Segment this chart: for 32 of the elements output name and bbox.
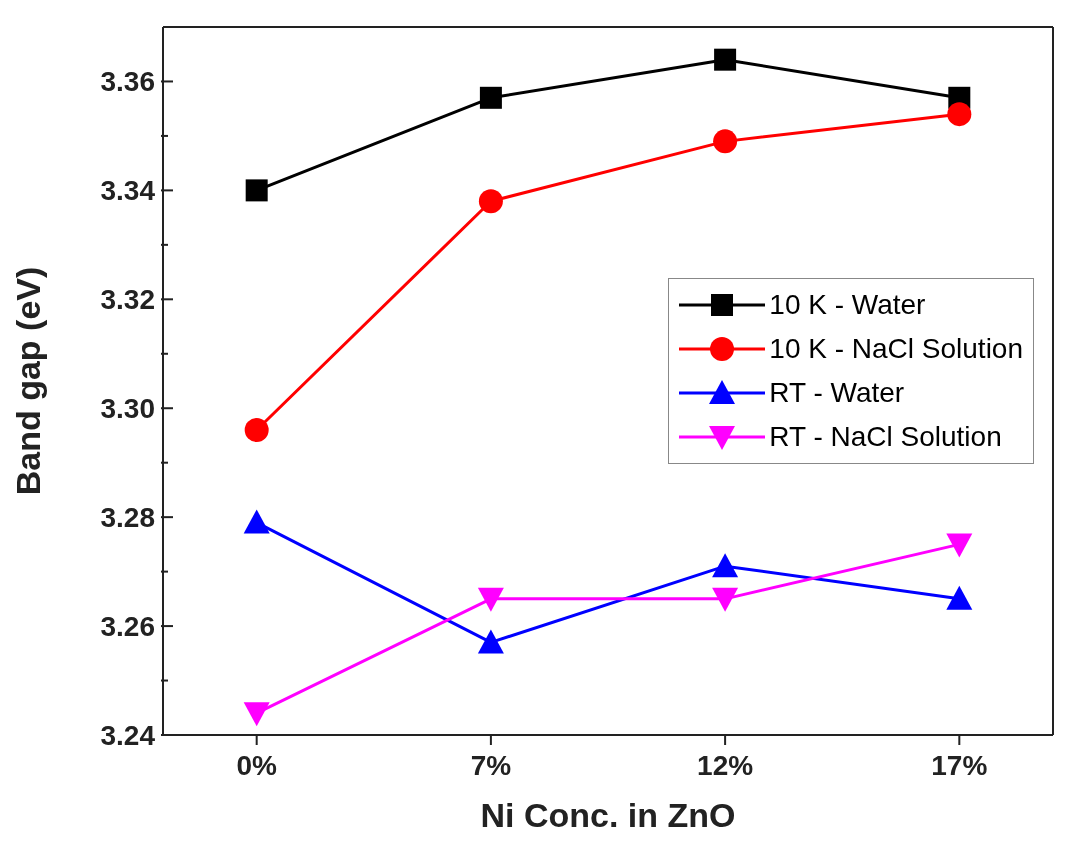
point <box>947 102 972 127</box>
point <box>946 585 973 610</box>
point <box>477 587 504 612</box>
point <box>712 553 739 578</box>
y-tick-label: 3.36 <box>100 66 155 98</box>
point <box>946 533 973 558</box>
x-axis-title: Ni Conc. in ZnO <box>480 796 736 834</box>
point <box>243 702 270 727</box>
point <box>243 509 270 534</box>
legend-label: RT - NaCl Solution <box>769 421 1002 453</box>
y-tick-label: 3.32 <box>100 284 155 316</box>
y-tick-label: 3.26 <box>100 611 155 643</box>
point <box>477 629 504 654</box>
x-tick-label: 12% <box>697 749 754 781</box>
y-tick-label: 3.28 <box>100 502 155 534</box>
y-tick-label: 3.34 <box>100 175 156 207</box>
x-tick-label: 17% <box>931 749 988 781</box>
point <box>479 86 502 109</box>
x-tick-label: 0% <box>236 749 278 781</box>
x-tick-label: 7% <box>470 749 512 781</box>
y-axis-title: Band gap (eV) <box>9 266 48 496</box>
point <box>713 129 738 154</box>
point <box>712 587 739 612</box>
point <box>714 48 737 71</box>
y-tick-label: 3.24 <box>100 720 156 751</box>
legend-label: RT - Water <box>769 377 905 409</box>
legend-label: 10 K - Water <box>769 289 926 321</box>
point <box>245 179 268 202</box>
legend-label: 10 K - NaCl Solution <box>769 333 1023 365</box>
point <box>478 189 503 214</box>
y-tick-label: 3.30 <box>100 393 155 425</box>
point <box>244 418 269 443</box>
